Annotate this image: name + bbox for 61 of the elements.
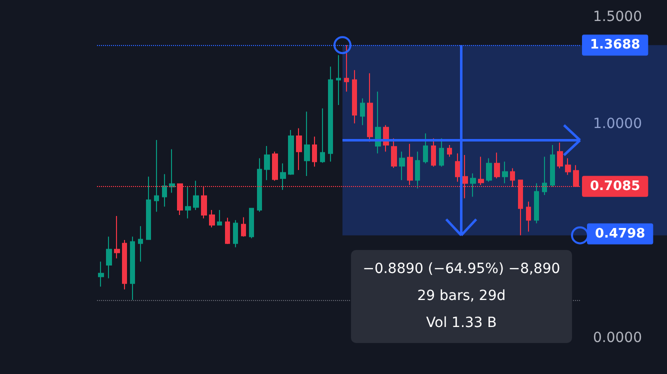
annotation: 29 bars, 29d: [416, 287, 507, 306]
candlestick: [122, 239, 127, 290]
candlestick: [169, 148, 175, 194]
candlestick: [550, 144, 555, 188]
candlestick: [249, 208, 254, 239]
candlestick: [494, 152, 500, 179]
candlestick: [162, 174, 167, 208]
candlestick: [336, 54, 341, 106]
candlestick: [312, 136, 317, 168]
candlestick: [415, 151, 420, 189]
candlestick: [193, 180, 199, 211]
candlestick: [486, 158, 492, 182]
candlestick: [470, 172, 476, 198]
candlestick: [296, 128, 302, 171]
candlestick: [478, 156, 484, 186]
candlestick: [534, 182, 539, 224]
candlestick: [542, 156, 547, 196]
candlestick: [280, 162, 286, 190]
candlestick: [352, 70, 357, 124]
candlestick: [114, 216, 120, 259]
candlestick: [130, 236, 135, 300]
candlestick: [439, 138, 444, 168]
candlestick: [360, 98, 365, 126]
candlestick: [272, 151, 278, 182]
candlestick: [526, 201, 531, 232]
candlestick: [233, 220, 238, 248]
candlestick: [391, 138, 397, 168]
annotation: −0.8890 (−64.95%) −8,890: [362, 260, 560, 280]
ref-line-label: 1.3688: [590, 38, 640, 53]
candlestick: [367, 72, 373, 142]
candlestick: [264, 146, 270, 181]
candlestick: [209, 210, 215, 228]
candlestick: [217, 210, 222, 226]
candlestick: [185, 186, 191, 219]
candlestick: [138, 226, 143, 262]
candlestick: [320, 108, 325, 164]
candlestick: [565, 158, 571, 176]
candlestick: [423, 132, 428, 164]
ref-line-label: 0.7085: [590, 178, 640, 194]
y-tick-label: 1.5000: [593, 9, 642, 25]
candlestick: [241, 216, 246, 238]
candlestick: [257, 158, 262, 212]
band-label: 0.4798: [595, 226, 646, 242]
candlestick: [304, 111, 310, 176]
y-tick-label: 1.0000: [593, 116, 642, 132]
candlestick: [431, 138, 436, 168]
candlestick: [502, 161, 508, 184]
candlestick: [106, 236, 112, 279]
candlestick: [455, 152, 460, 182]
candlestick: [399, 151, 405, 181]
y-tick-label: 0.0000: [593, 330, 642, 346]
candlestick: [154, 140, 159, 212]
candlestick: [557, 142, 563, 169]
candlestick: [447, 144, 452, 158]
candlestick: [328, 66, 333, 162]
candlestick: [146, 176, 151, 240]
annotation: Vol 1.33 B: [425, 314, 498, 334]
candlestick: [344, 44, 349, 92]
candlestick: [225, 217, 230, 245]
candlestick: [288, 129, 294, 176]
candlestick: [98, 261, 104, 288]
